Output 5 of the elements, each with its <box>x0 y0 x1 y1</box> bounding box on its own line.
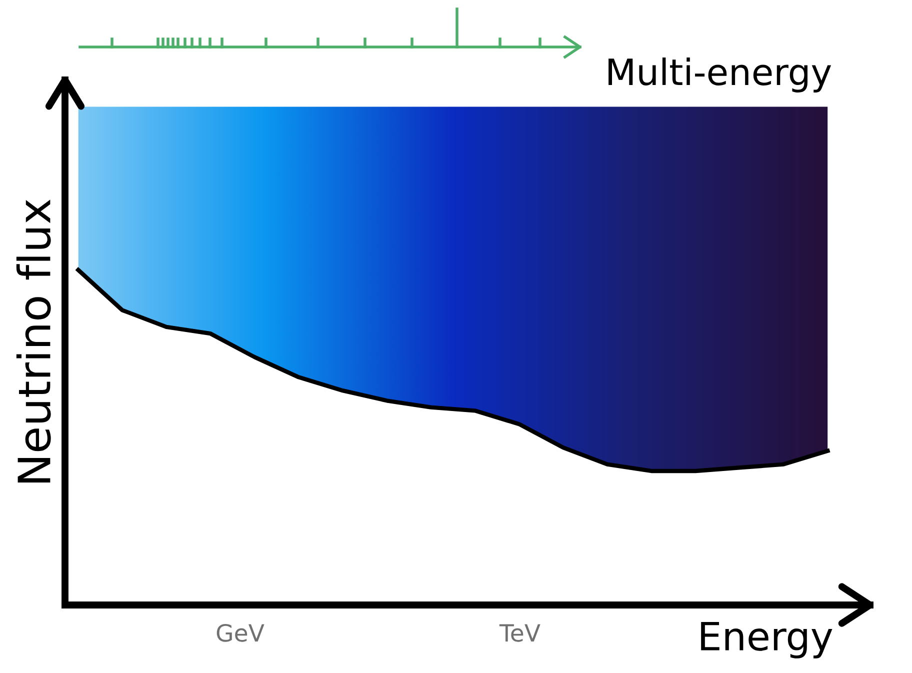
text: GeV <box>216 624 264 642</box>
x-axis-title: Energy <box>701 622 832 658</box>
y-axis-title: Neutrino flux <box>16 200 51 483</box>
text: TeV <box>499 624 540 642</box>
text: Multi-energy <box>608 58 832 92</box>
